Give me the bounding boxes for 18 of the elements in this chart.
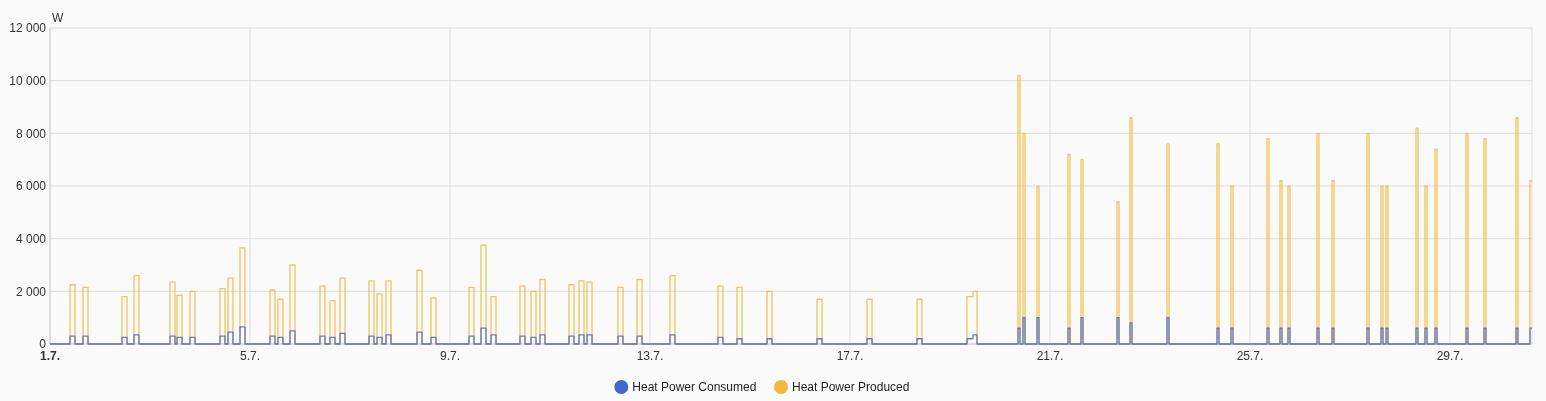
legend-label: Heat Power Consumed bbox=[632, 380, 757, 395]
y-tick-label: 6 000 bbox=[15, 179, 47, 194]
x-tick-label: 5.7. bbox=[239, 349, 261, 363]
x-tick-label: 1.7. bbox=[39, 349, 61, 363]
legend-label: Heat Power Produced bbox=[792, 380, 910, 395]
y-tick-label: 10 000 bbox=[9, 73, 47, 88]
y-tick-label: 0 bbox=[39, 337, 47, 352]
x-tick-label: 13.7. bbox=[636, 349, 664, 363]
y-tick-label: 12 000 bbox=[9, 21, 47, 36]
y-tick-label: 8 000 bbox=[15, 126, 47, 141]
x-tick-label: 29.7. bbox=[1436, 349, 1464, 363]
x-tick-label: 9.7. bbox=[439, 349, 460, 363]
x-tick-label: 25.7. bbox=[1236, 349, 1264, 363]
y-tick-label: 2 000 bbox=[15, 284, 47, 299]
x-tick-label: 17.7. bbox=[836, 349, 864, 363]
y-axis-title: W bbox=[52, 11, 64, 25]
y-tick-label: 4 000 bbox=[15, 231, 47, 246]
x-tick-label: 21.7. bbox=[1036, 349, 1064, 363]
